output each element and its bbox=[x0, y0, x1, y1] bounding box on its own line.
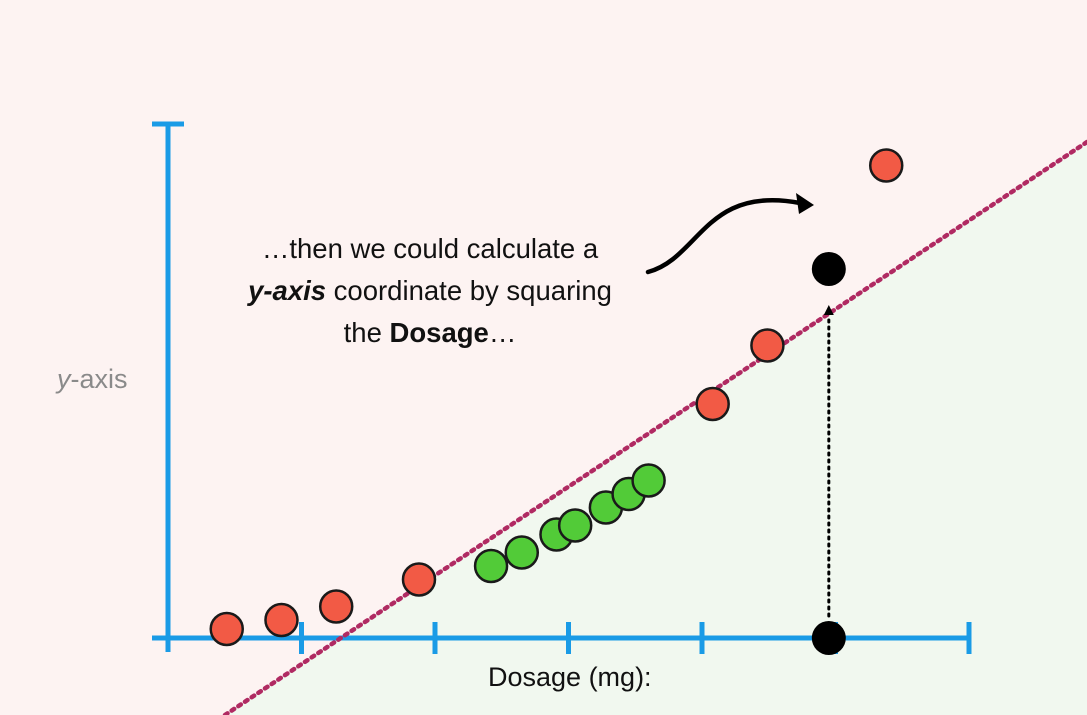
boundary-line-group bbox=[222, 139, 1087, 715]
data-point bbox=[318, 589, 354, 624]
data-point bbox=[401, 562, 437, 597]
y-axis-label: y-axis bbox=[57, 364, 128, 395]
data-point bbox=[504, 535, 540, 570]
annotation-y-axis-bold: y-axis bbox=[248, 275, 327, 306]
data-point bbox=[695, 386, 730, 422]
data-point bbox=[750, 328, 785, 363]
data-point bbox=[631, 463, 666, 498]
annotation-arrow-curve bbox=[645, 198, 803, 275]
annotation-arrows bbox=[645, 193, 834, 618]
data-point bbox=[557, 508, 593, 543]
annotation-line-3: the Dosage… bbox=[180, 312, 680, 354]
squared-coordinate-point bbox=[811, 252, 846, 286]
y-axis-label-italic: y bbox=[57, 364, 71, 394]
data-point bbox=[868, 148, 904, 183]
x-axis-label: Dosage (mg): bbox=[488, 662, 652, 692]
annotation-line-1: …then we could calculate a bbox=[261, 233, 599, 264]
annotation-text: …then we could calculate a y-axis coordi… bbox=[180, 228, 680, 354]
annotation-line-3-post: … bbox=[488, 317, 517, 348]
annotation-line-2-rest: coordinate by squaring bbox=[326, 275, 612, 306]
annotation-dosage-bold: Dosage bbox=[389, 317, 489, 348]
squaring-arrow-head bbox=[823, 305, 834, 315]
annotation-line-2: y-axis coordinate by squaring bbox=[180, 270, 680, 312]
y-axis-label-rest: -axis bbox=[70, 364, 128, 394]
data-point bbox=[473, 548, 509, 584]
annotation-arrow-head bbox=[796, 193, 814, 214]
data-point bbox=[209, 611, 244, 647]
boundary-line bbox=[222, 139, 1087, 715]
data-points bbox=[209, 148, 904, 655]
dosage-point bbox=[811, 621, 846, 655]
annotation-line-3-pre: the bbox=[343, 317, 390, 348]
data-point bbox=[264, 602, 299, 638]
